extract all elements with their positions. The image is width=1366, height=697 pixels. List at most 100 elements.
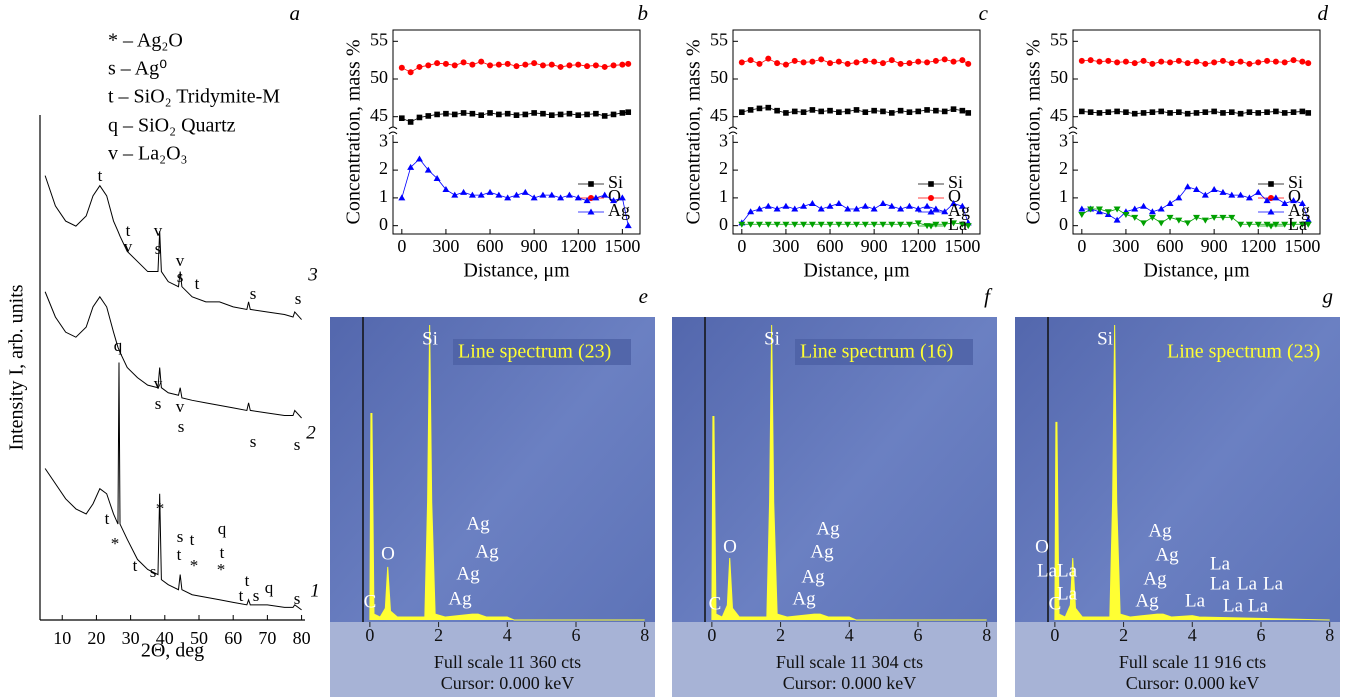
marker bbox=[958, 221, 966, 228]
marker bbox=[835, 58, 842, 65]
peak-label: Si bbox=[764, 328, 780, 349]
marker bbox=[504, 194, 512, 201]
marker bbox=[905, 202, 913, 209]
curve-label: 2 bbox=[306, 422, 316, 443]
peak-label: v bbox=[154, 221, 163, 240]
peak-label: t bbox=[190, 530, 195, 549]
footer-text: Full scale 11 916 cts bbox=[1119, 652, 1266, 672]
marker bbox=[593, 110, 599, 117]
marker bbox=[1157, 205, 1165, 212]
marker bbox=[888, 221, 896, 228]
marker bbox=[1281, 199, 1289, 206]
marker bbox=[1237, 110, 1244, 117]
peak-label: La bbox=[1185, 590, 1206, 611]
peak-label: s bbox=[250, 284, 257, 303]
x-tick-label: 2 bbox=[1119, 625, 1128, 645]
marker bbox=[1193, 186, 1200, 193]
marker bbox=[601, 191, 609, 198]
x-tick-label: 60 bbox=[224, 628, 242, 648]
marker bbox=[1305, 110, 1312, 116]
peak-label: s bbox=[253, 586, 260, 605]
y-tick-label: 55 bbox=[370, 29, 388, 49]
marker bbox=[933, 107, 939, 114]
marker bbox=[1176, 109, 1182, 115]
marker bbox=[897, 60, 904, 67]
marker bbox=[1228, 191, 1236, 198]
peak-label: v bbox=[124, 237, 133, 256]
marker bbox=[773, 221, 781, 228]
marker bbox=[964, 223, 972, 230]
peak-label: Ag bbox=[475, 541, 499, 562]
x-tick-label: 600 bbox=[817, 236, 844, 256]
marker bbox=[1298, 221, 1306, 228]
marker bbox=[1264, 109, 1270, 115]
marker bbox=[1228, 214, 1236, 221]
marker bbox=[764, 202, 772, 209]
peak-label: t bbox=[105, 509, 110, 528]
legend-label: Ag bbox=[1288, 200, 1310, 220]
marker bbox=[565, 191, 573, 198]
marker bbox=[1184, 60, 1191, 67]
marker bbox=[460, 188, 468, 195]
marker bbox=[879, 199, 887, 206]
marker bbox=[1237, 191, 1245, 198]
marker bbox=[415, 155, 423, 162]
legend-text: v – La₂O₃ bbox=[108, 143, 187, 165]
marker bbox=[906, 60, 913, 67]
marker bbox=[478, 112, 485, 118]
marker bbox=[1087, 109, 1094, 115]
marker bbox=[1078, 57, 1085, 64]
marker bbox=[451, 62, 458, 69]
x-tick-label: 8 bbox=[640, 625, 649, 645]
marker bbox=[1263, 221, 1271, 228]
x-tick-label: 50 bbox=[190, 628, 208, 648]
panel-label: c bbox=[979, 1, 989, 25]
marker bbox=[1114, 59, 1121, 66]
marker bbox=[747, 208, 755, 215]
legend-text: * – Ag₂O bbox=[108, 30, 183, 52]
marker bbox=[1263, 197, 1271, 204]
x-tick-label: 300 bbox=[432, 236, 459, 256]
marker bbox=[434, 60, 441, 67]
x-tick-label: 20 bbox=[87, 628, 105, 648]
marker bbox=[835, 199, 843, 206]
marker bbox=[1184, 220, 1192, 227]
marker bbox=[853, 107, 860, 113]
marker bbox=[870, 221, 878, 228]
marker bbox=[879, 60, 886, 67]
marker bbox=[1201, 191, 1209, 198]
marker bbox=[897, 221, 905, 228]
legend-label: Si bbox=[608, 172, 623, 192]
marker bbox=[924, 59, 931, 66]
marker bbox=[619, 110, 626, 116]
peak-label: La bbox=[1263, 573, 1284, 594]
marker bbox=[871, 107, 877, 114]
marker bbox=[1210, 186, 1218, 193]
peak-label: t bbox=[245, 571, 250, 590]
x-tick-label: 300 bbox=[772, 236, 799, 256]
marker bbox=[924, 107, 930, 113]
peak-label: C bbox=[364, 591, 377, 612]
peak-label: s bbox=[155, 394, 162, 413]
axis-break-gap bbox=[390, 127, 396, 135]
peak-label: La bbox=[1210, 553, 1231, 574]
marker bbox=[513, 63, 520, 70]
marker bbox=[557, 194, 565, 201]
y-axis-label: Concentration, mass % bbox=[343, 40, 365, 225]
marker bbox=[827, 60, 834, 67]
marker bbox=[1131, 214, 1139, 221]
marker bbox=[495, 191, 503, 198]
peak-label: v bbox=[154, 374, 163, 393]
marker bbox=[513, 112, 520, 118]
marker bbox=[433, 174, 441, 181]
marker bbox=[1123, 109, 1129, 115]
marker bbox=[888, 57, 895, 64]
marker bbox=[522, 61, 529, 68]
marker bbox=[844, 108, 851, 115]
marker bbox=[738, 59, 745, 66]
marker bbox=[959, 107, 966, 114]
peak-label: La bbox=[1248, 595, 1269, 616]
legend-text: t – SiO₂ Tridymite-M bbox=[108, 86, 280, 108]
marker bbox=[1202, 60, 1209, 67]
marker bbox=[557, 111, 564, 118]
